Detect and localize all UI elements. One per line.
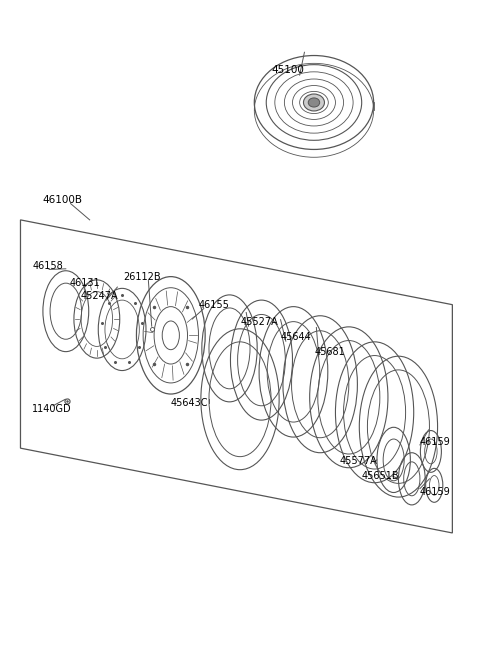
Text: 46159: 46159 <box>420 437 451 447</box>
Text: 45651B: 45651B <box>362 471 399 481</box>
Text: 45681: 45681 <box>314 347 345 357</box>
Text: 46159: 46159 <box>420 487 451 497</box>
Text: 26112B: 26112B <box>123 272 161 282</box>
Text: 45100: 45100 <box>271 65 304 75</box>
Ellipse shape <box>303 94 324 111</box>
Text: 46155: 46155 <box>198 300 229 310</box>
Text: 46131: 46131 <box>70 278 100 288</box>
Text: 45643C: 45643C <box>170 398 208 407</box>
Text: 46100B: 46100B <box>42 195 82 205</box>
Text: 46158: 46158 <box>33 261 63 271</box>
Text: 45644: 45644 <box>281 332 312 343</box>
Ellipse shape <box>308 98 320 107</box>
Text: 45247A: 45247A <box>81 291 118 301</box>
Text: 45527A: 45527A <box>240 317 278 328</box>
Text: 45577A: 45577A <box>339 456 377 466</box>
Text: 1140GD: 1140GD <box>33 404 72 414</box>
